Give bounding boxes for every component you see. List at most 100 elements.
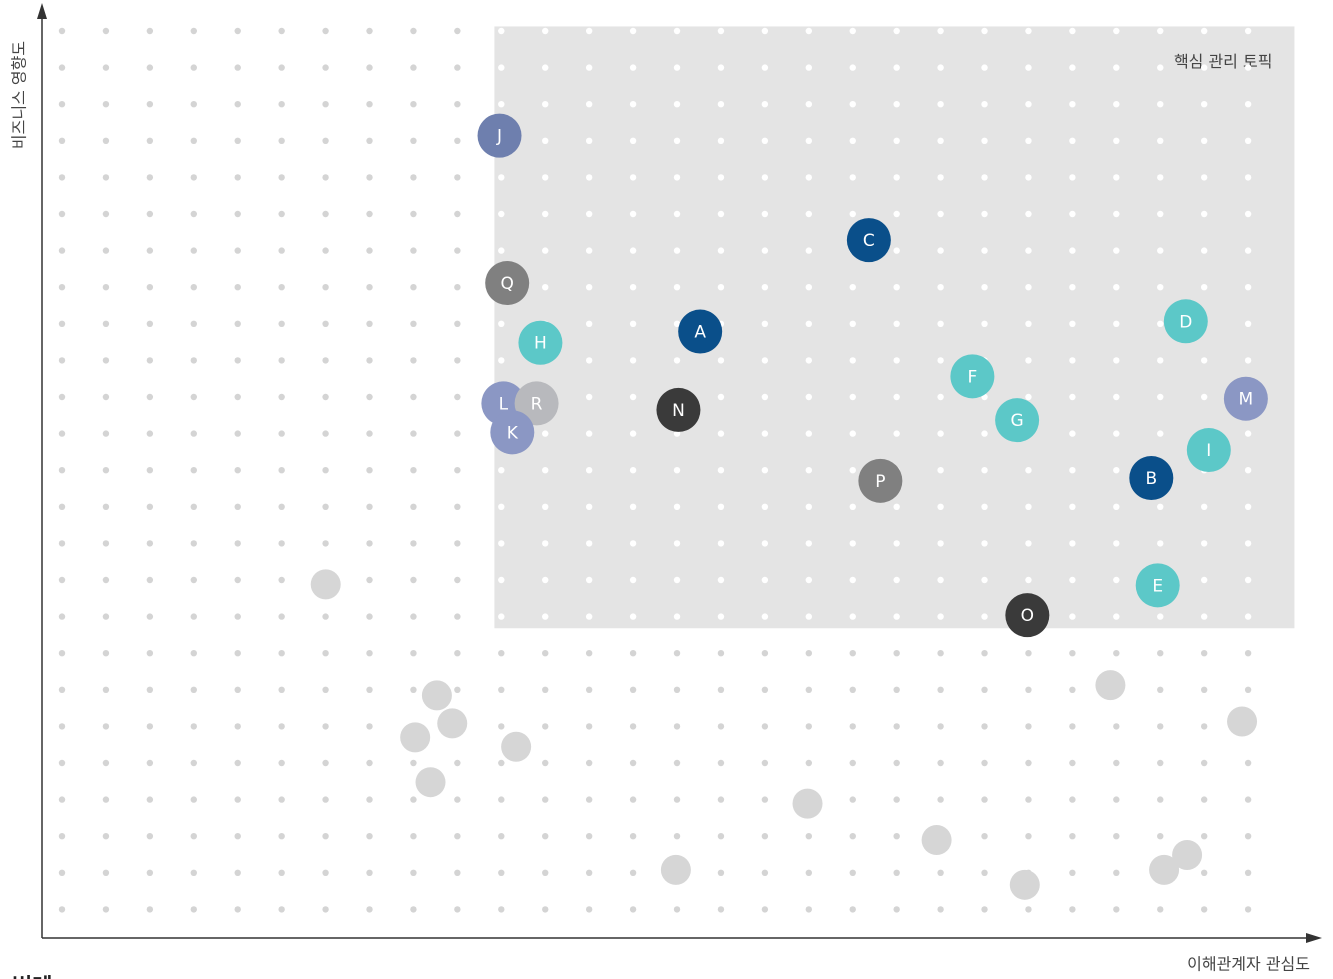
grid-dot <box>234 430 241 437</box>
grid-dot <box>673 723 681 730</box>
grid-dot <box>234 833 241 840</box>
grid-dot <box>322 284 329 291</box>
grid-dot <box>102 503 110 510</box>
grid-dot <box>234 650 241 657</box>
region-dot <box>498 467 505 474</box>
region-dot <box>1200 27 1208 35</box>
region-dot <box>498 247 505 254</box>
grid-dot <box>849 723 856 730</box>
region-dot <box>717 613 725 620</box>
grid-dot <box>542 796 549 803</box>
region-dot <box>673 320 681 327</box>
grid-dot <box>454 650 461 657</box>
grid-dot <box>805 869 813 876</box>
grid-dot <box>1069 906 1076 913</box>
region-dot <box>1157 64 1164 71</box>
grid-dot <box>278 723 285 730</box>
region-dot <box>849 27 856 35</box>
region-dot <box>1244 540 1252 547</box>
region-dot <box>673 576 681 584</box>
grid-dot <box>937 759 944 767</box>
dot-grid-overlay <box>498 27 1252 620</box>
grid-dot <box>410 137 417 144</box>
region-dot <box>937 430 944 437</box>
region-dot <box>761 576 769 584</box>
region-dot <box>1244 247 1252 254</box>
region-dot <box>629 64 637 71</box>
grid-dot <box>58 320 66 327</box>
region-dot <box>981 430 988 437</box>
grid-dot <box>1069 686 1076 693</box>
region-dot <box>849 393 856 401</box>
grid-dot <box>190 101 197 108</box>
grid-dot <box>366 393 373 401</box>
grid-dot <box>58 247 66 254</box>
region-dot <box>761 210 769 218</box>
grid-dot <box>366 284 373 291</box>
grid-dot <box>58 796 66 803</box>
region-dot <box>1113 210 1120 218</box>
grid-dot <box>629 833 637 840</box>
region-dot <box>1025 284 1032 291</box>
region-dot <box>1025 101 1032 108</box>
region-dot <box>673 430 681 437</box>
grid-dot <box>498 906 505 913</box>
region-dot <box>1244 137 1252 144</box>
grid-dot <box>190 686 197 693</box>
grid-dot <box>366 613 373 620</box>
point <box>1186 428 1231 473</box>
point-label: D <box>1179 312 1192 332</box>
grid-dot <box>190 540 197 547</box>
region-dot <box>673 137 681 144</box>
region-dot <box>1069 613 1076 620</box>
grid-dot <box>58 540 66 547</box>
grid-dot <box>58 357 66 364</box>
region-dot <box>629 430 637 437</box>
region-dot <box>1157 174 1164 181</box>
grid-dot <box>1025 833 1032 840</box>
region-dot <box>1244 357 1252 364</box>
region-dot <box>893 101 900 108</box>
region-dot <box>542 64 549 71</box>
grid-dot <box>893 906 900 913</box>
region-dot <box>1200 101 1208 108</box>
grid-dot <box>1025 906 1032 913</box>
grid-dot <box>102 430 110 437</box>
point-label: P <box>875 472 885 492</box>
region-dot <box>849 64 856 71</box>
grid-dot <box>1113 796 1120 803</box>
grid-dot <box>58 27 66 35</box>
region-dot <box>629 503 637 510</box>
grid-dot <box>366 540 373 547</box>
region-dot <box>717 174 725 181</box>
region-dot <box>937 467 944 474</box>
region <box>494 26 1295 629</box>
region-dot <box>585 430 593 437</box>
region-dot <box>937 174 944 181</box>
grid-dot <box>146 613 154 620</box>
grid-dot <box>1069 869 1076 876</box>
region-dot <box>849 101 856 108</box>
region-dot <box>1113 137 1120 144</box>
region-dot <box>849 320 856 327</box>
grid-dot <box>322 210 329 218</box>
grid-dot <box>849 796 856 803</box>
region-dot <box>805 247 813 254</box>
grid-dot <box>849 650 856 657</box>
region-dot <box>893 174 900 181</box>
x-axis-label: 이해관계자 관심도 <box>1187 955 1310 974</box>
region-dot <box>1069 247 1076 254</box>
region-dot <box>805 393 813 401</box>
region-dot <box>849 284 856 291</box>
grid-dot <box>366 210 373 218</box>
grid-dot <box>1244 759 1252 767</box>
grid-dot <box>410 906 417 913</box>
grid-dot <box>1200 906 1208 913</box>
grid-dot <box>58 393 66 401</box>
grid-dot <box>322 393 329 401</box>
grid-dot <box>278 320 285 327</box>
grid-dot <box>322 430 329 437</box>
grid-dot <box>146 686 154 693</box>
grid-dot <box>366 686 373 693</box>
grid-dot <box>805 759 813 767</box>
